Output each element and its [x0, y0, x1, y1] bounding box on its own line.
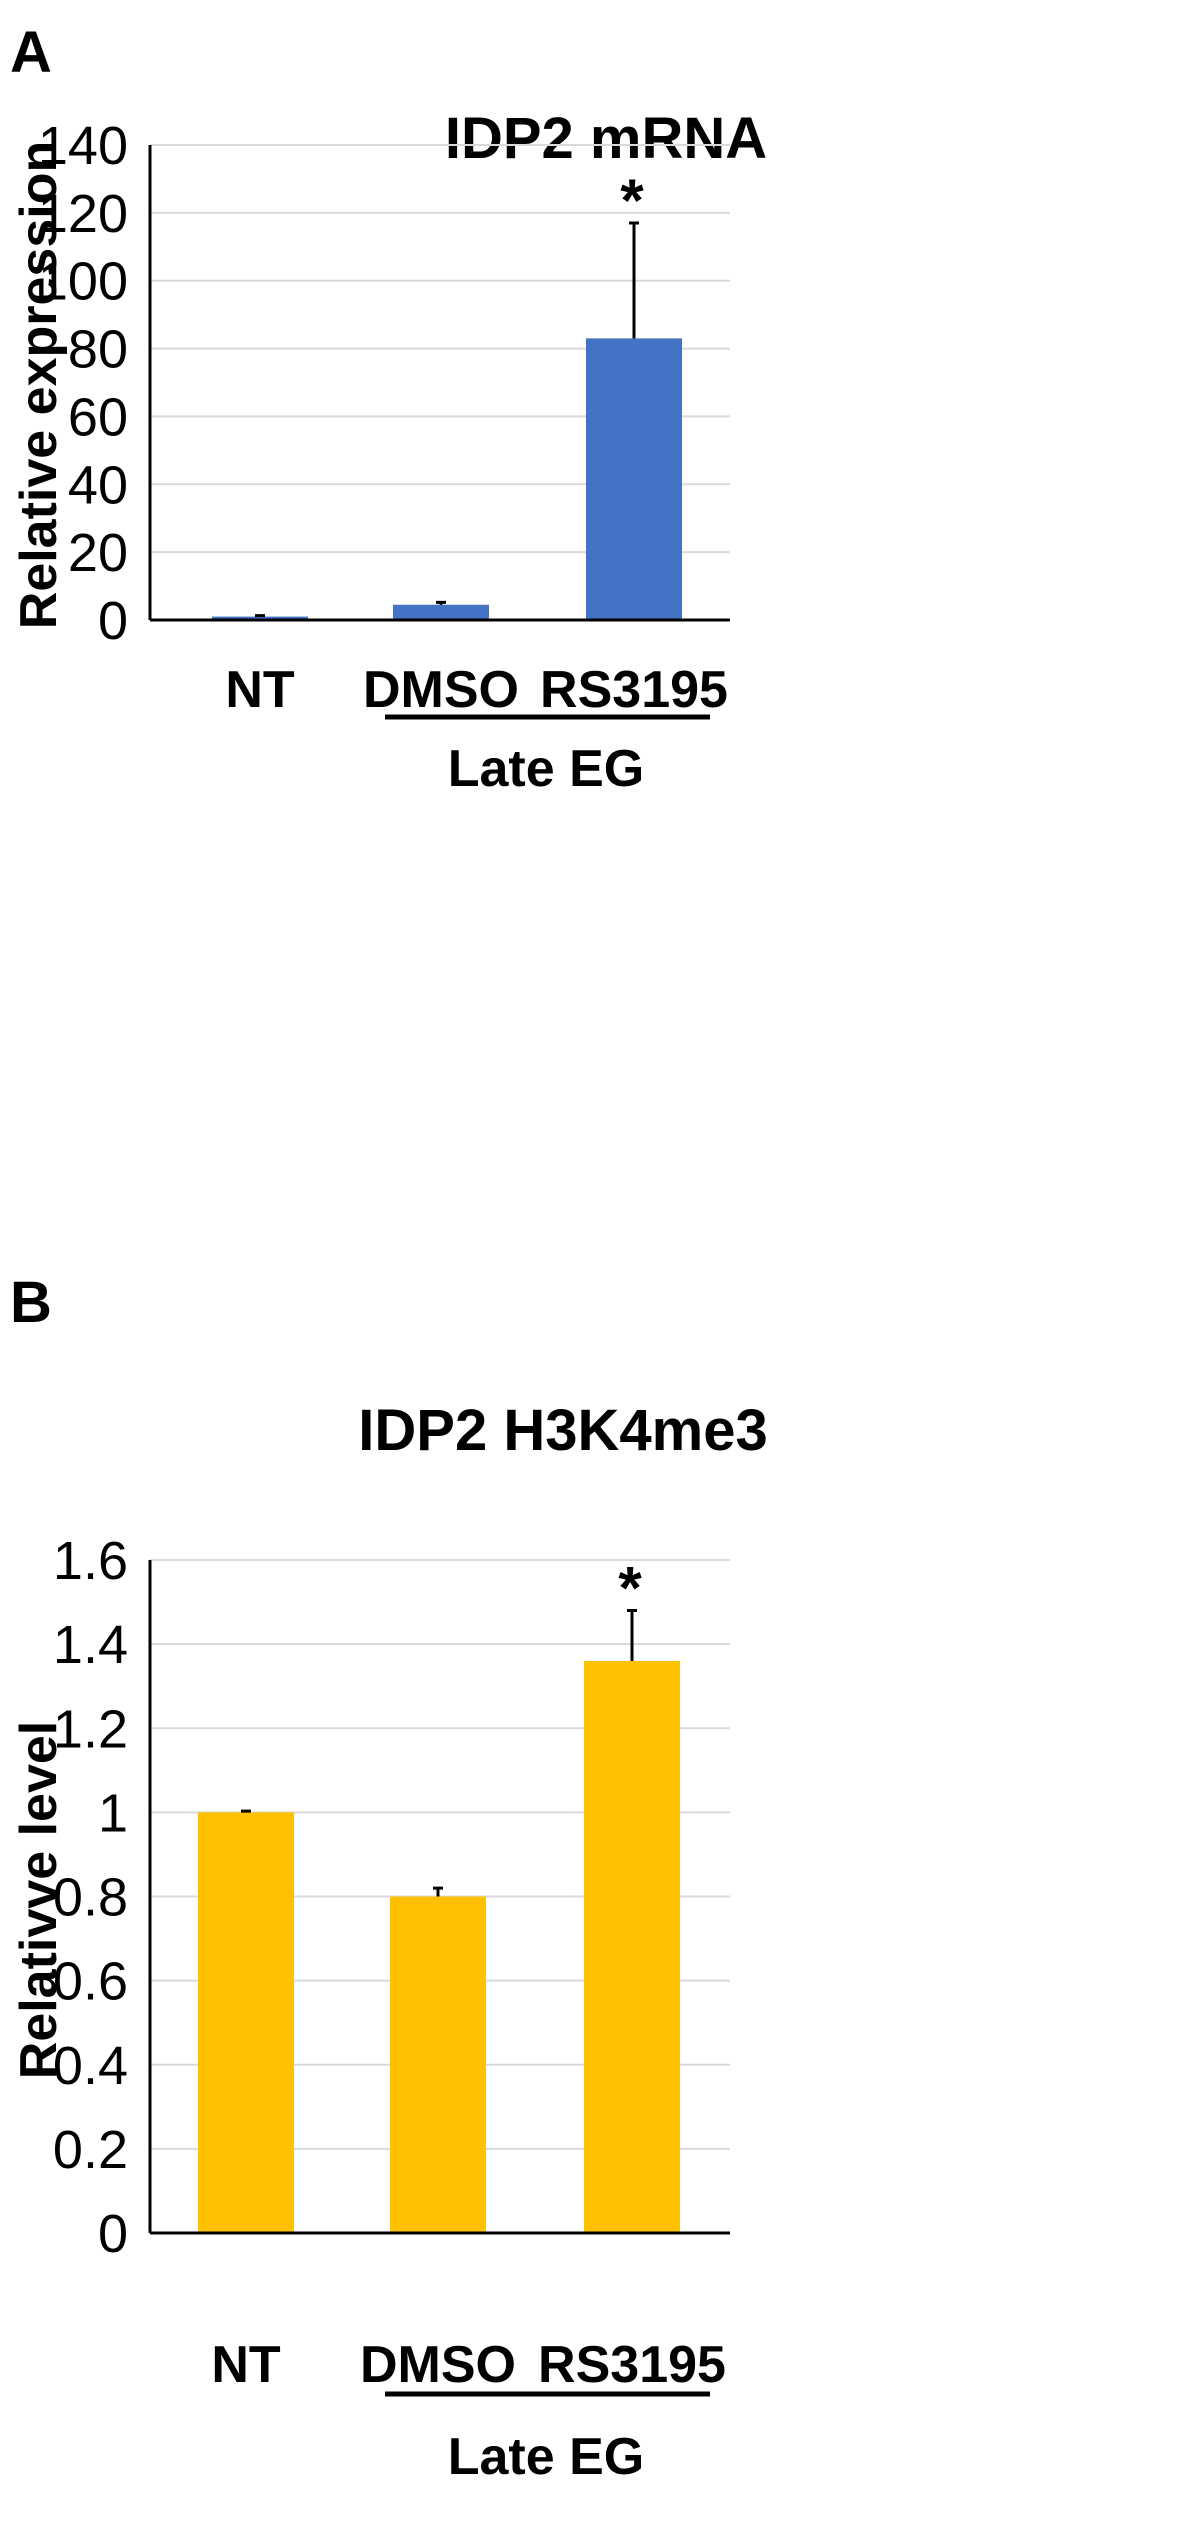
- panel-b-bars: [198, 1660, 680, 2233]
- panel-a-error-bars: [255, 221, 639, 618]
- panel-b-y-tick-label: 1: [98, 1783, 128, 1843]
- panel-b-y-axis-label: Relativve level: [10, 1721, 68, 2079]
- panel-a-y-tick-label: 120: [38, 184, 128, 244]
- panel-b-significance: *: [618, 1554, 642, 1621]
- panel-b-significance-star: *: [618, 1554, 642, 1621]
- panel-a-y-tick-label: 0: [98, 591, 128, 651]
- panel-a-y-tick-label: 40: [68, 455, 128, 515]
- panel-a-y-axis-label: Relative expression: [10, 141, 68, 629]
- panel-b-y-ticks: 0 0.2 0.4 0.6 0.8 1 1.2 1.4 1.6: [53, 1531, 128, 2264]
- panel-a-group-label: Late EG: [448, 740, 645, 798]
- panel-a-chart: A IDP2 mRNA Relative expression 0 20 40 60 8…: [10, 20, 767, 798]
- panel-b-y-tick-label: 1.4: [53, 1615, 128, 1675]
- panel-a-category-label: DMSO: [363, 661, 519, 719]
- panel-b-y-tick-label: 0.4: [53, 2036, 128, 2096]
- panel-b-bar-nt: [198, 1812, 294, 2233]
- panel-a-y-tick-label: 100: [38, 252, 128, 312]
- panel-b-title: IDP2 H3K4me3: [358, 1398, 767, 1463]
- panel-a-category-labels: NT DMSO RS3195: [225, 661, 728, 719]
- panel-b-category-label: RS3195: [538, 2336, 726, 2394]
- panel-a-category-label: RS3195: [540, 661, 728, 719]
- panel-a-significance: *: [620, 167, 644, 234]
- panel-a-y-tick-label: 20: [68, 523, 128, 583]
- panel-a-y-ticks: 0 20 40 60 80 100 120 140: [38, 116, 128, 651]
- panel-b-error-bars: [241, 1608, 637, 1897]
- panel-b-bar-dmso: [390, 1896, 486, 2233]
- panel-a-category-label: NT: [225, 661, 295, 719]
- panel-a-error-bar-nt: [255, 614, 265, 618]
- panel-a-bar-rs3195: [586, 338, 682, 620]
- panel-b-error-bar-nt: [241, 1809, 251, 1813]
- panel-b-y-tick-label: 1.6: [53, 1531, 128, 1591]
- panel-b-y-tick-label: 0.2: [53, 2120, 128, 2180]
- panel-b-y-tick-label: 0.8: [53, 1868, 128, 1928]
- panel-b-group-label: Late EG: [448, 2428, 645, 2486]
- panel-b-bar-rs3195: [584, 1660, 680, 2233]
- panel-b-y-tick-label: 0.6: [53, 1952, 128, 2012]
- panel-b-error-bar-rs3195: [627, 1608, 637, 1661]
- panel-b-chart: B IDP2 H3K4me3 Relativve level 0 0.2 0.4 0.…: [10, 1270, 768, 2486]
- panel-b-error-bar-dmso: [433, 1886, 443, 1897]
- panel-a-gridlines: [150, 144, 730, 554]
- panel-a-y-tick-label: 140: [38, 116, 128, 176]
- panel-b-category-label: DMSO: [360, 2336, 516, 2394]
- panel-b-category-label: NT: [211, 2336, 281, 2394]
- panel-b-y-tick-label: 1.2: [53, 1699, 128, 1759]
- panel-a-error-bar-dmso: [436, 600, 446, 605]
- panel-a-bar-dmso: [393, 604, 489, 620]
- panel-a-bar-nt: [212, 616, 308, 620]
- panel-b-category-labels: NT DMSO RS3195: [211, 2336, 726, 2394]
- panel-a-title: IDP2 mRNA: [445, 106, 767, 171]
- panel-a-y-tick-label: 80: [68, 320, 128, 380]
- panel-a-letter: A: [10, 20, 52, 85]
- panel-a-error-bar-rs3195: [629, 221, 639, 339]
- panel-a-significance-star: *: [620, 167, 644, 234]
- panel-b-letter: B: [10, 1270, 52, 1335]
- panel-b-y-tick-label: 0: [98, 2204, 128, 2264]
- panel-a-bars: [212, 338, 682, 620]
- panel-a-y-tick-label: 60: [68, 387, 128, 447]
